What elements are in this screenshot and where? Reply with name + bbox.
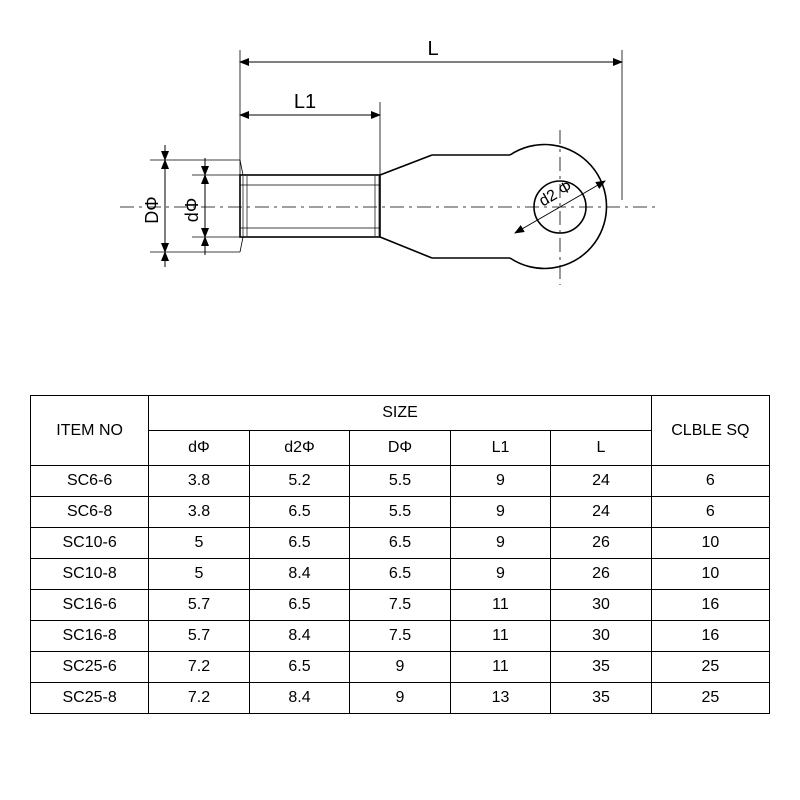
table-cell: 10 — [651, 528, 769, 559]
table-cell: 5.5 — [350, 466, 451, 497]
dim-label-dphi: dΦ — [182, 198, 202, 222]
table-cell: 26 — [551, 559, 652, 590]
table-cell: 9 — [450, 559, 551, 590]
table-cell: 9 — [350, 683, 451, 714]
table-cell: 7.2 — [149, 652, 250, 683]
table-cell: 5 — [149, 528, 250, 559]
table-cell: SC6-8 — [31, 497, 149, 528]
table-cell: 8.4 — [249, 621, 350, 652]
table-row: SC25-87.28.49133525 — [31, 683, 770, 714]
dim-label-L1: L1 — [294, 91, 316, 113]
col-header-cable: CLBLE SQ — [651, 396, 769, 466]
table-cell: 3.8 — [149, 466, 250, 497]
table-cell: 6.5 — [249, 652, 350, 683]
col-header-d2: d2Φ — [249, 431, 350, 466]
table-row: SC16-65.76.57.5113016 — [31, 590, 770, 621]
table-cell: 26 — [551, 528, 652, 559]
table-row: SC16-85.78.47.5113016 — [31, 621, 770, 652]
col-header-size: SIZE — [149, 396, 652, 431]
table-cell: 35 — [551, 683, 652, 714]
table-cell: 24 — [551, 497, 652, 528]
table-cell: 6.5 — [350, 559, 451, 590]
table-row: SC6-83.86.55.59246 — [31, 497, 770, 528]
table-cell: 7.5 — [350, 590, 451, 621]
table-cell: 11 — [450, 652, 551, 683]
col-header-L: L — [551, 431, 652, 466]
table-cell: 30 — [551, 590, 652, 621]
table-cell: 6 — [651, 497, 769, 528]
table-cell: 35 — [551, 652, 652, 683]
table-cell: 13 — [450, 683, 551, 714]
table-cell: 6.5 — [350, 528, 451, 559]
table-row: SC25-67.26.59113525 — [31, 652, 770, 683]
table-cell: SC6-6 — [31, 466, 149, 497]
table-cell: 8.4 — [249, 683, 350, 714]
table-cell: 30 — [551, 621, 652, 652]
dim-label-d2phi: d2 Φ — [536, 178, 575, 210]
table-cell: SC10-6 — [31, 528, 149, 559]
col-header-item: ITEM NO — [31, 396, 149, 466]
table-cell: 10 — [651, 559, 769, 590]
table-cell: 5.5 — [350, 497, 451, 528]
table-cell: 7.5 — [350, 621, 451, 652]
table-cell: 11 — [450, 621, 551, 652]
spec-table: ITEM NO SIZE CLBLE SQ dΦ d2Φ DΦ L1 L SC6… — [30, 395, 770, 714]
table-cell: SC16-8 — [31, 621, 149, 652]
col-header-D: DΦ — [350, 431, 451, 466]
col-header-L1: L1 — [450, 431, 551, 466]
table-cell: 5 — [149, 559, 250, 590]
table-cell: 16 — [651, 621, 769, 652]
table-cell: 9 — [450, 466, 551, 497]
cable-lug-diagram: L L1 DΦ dΦ d2 Φ — [0, 0, 800, 380]
col-header-d: dΦ — [149, 431, 250, 466]
table-cell: 25 — [651, 683, 769, 714]
table-row: SC6-63.85.25.59246 — [31, 466, 770, 497]
table-cell: SC25-6 — [31, 652, 149, 683]
table-cell: 6.5 — [249, 590, 350, 621]
dim-label-Dphi: DΦ — [142, 196, 162, 223]
table-cell: SC25-8 — [31, 683, 149, 714]
table-cell: 9 — [350, 652, 451, 683]
table-row: SC10-858.46.592610 — [31, 559, 770, 590]
table-cell: 25 — [651, 652, 769, 683]
table-cell: SC10-8 — [31, 559, 149, 590]
table-cell: 24 — [551, 466, 652, 497]
table-cell: 9 — [450, 497, 551, 528]
dim-label-L: L — [427, 38, 438, 60]
table-row: SC10-656.56.592610 — [31, 528, 770, 559]
table-cell: 5.2 — [249, 466, 350, 497]
table-cell: 5.7 — [149, 621, 250, 652]
table-cell: 16 — [651, 590, 769, 621]
table-cell: 11 — [450, 590, 551, 621]
table-cell: 6.5 — [249, 528, 350, 559]
table-cell: 8.4 — [249, 559, 350, 590]
table-cell: SC16-6 — [31, 590, 149, 621]
table-cell: 3.8 — [149, 497, 250, 528]
table-cell: 6.5 — [249, 497, 350, 528]
table-cell: 5.7 — [149, 590, 250, 621]
table-cell: 7.2 — [149, 683, 250, 714]
table-cell: 6 — [651, 466, 769, 497]
table-cell: 9 — [450, 528, 551, 559]
